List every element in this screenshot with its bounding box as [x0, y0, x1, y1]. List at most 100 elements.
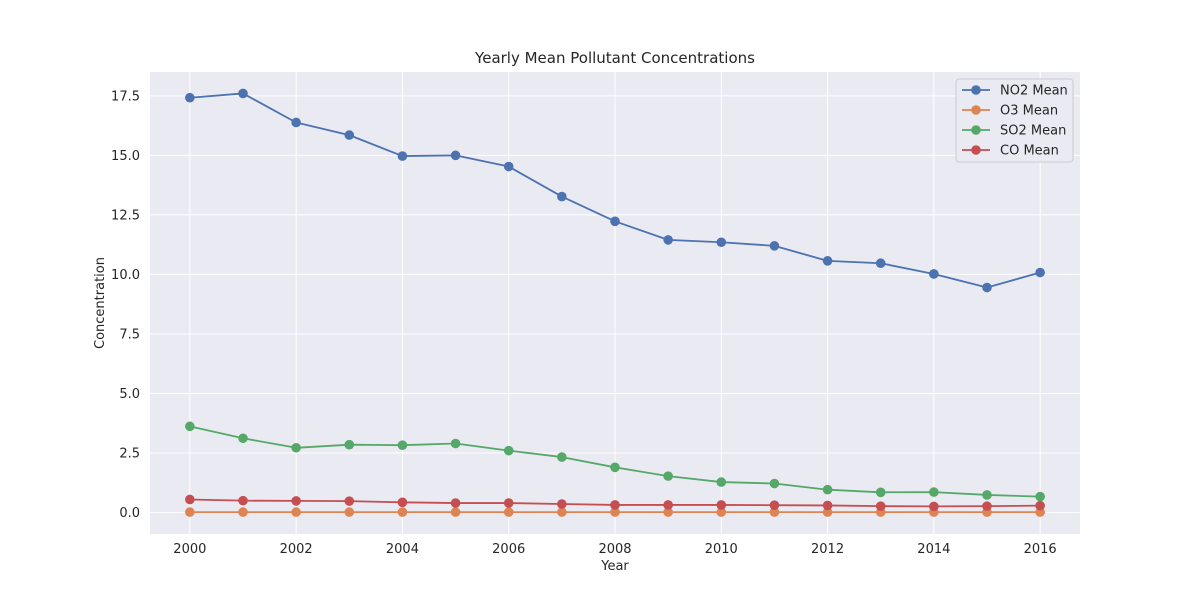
data-point-no2-mean — [557, 191, 567, 202]
data-point-co-mean — [557, 499, 567, 509]
x-tick-label: 2014 — [917, 542, 950, 557]
data-point-co-mean — [982, 501, 992, 511]
data-point-o3-mean — [185, 507, 195, 517]
data-point-co-mean — [875, 501, 886, 511]
data-point-co-mean — [450, 498, 461, 508]
data-point-so2-mean — [769, 478, 780, 489]
data-point-so2-mean — [397, 440, 408, 450]
data-point-so2-mean — [291, 442, 301, 453]
data-point-co-mean — [929, 501, 939, 512]
legend-item-co-mean: CO Mean — [962, 144, 1059, 159]
y-tick-label: 10.0 — [111, 268, 140, 283]
data-point-so2-mean — [610, 462, 620, 473]
data-point-co-mean — [397, 497, 408, 508]
data-point-so2-mean — [982, 490, 992, 500]
y-tick-label: 15.0 — [111, 149, 140, 164]
data-point-no2-mean — [716, 237, 727, 248]
data-point-co-mean — [1035, 500, 1045, 511]
y-tick-labels: 0.0 2.5 5.0 7.5 10.0 12.5 15.0 17.5 — [111, 89, 140, 521]
x-tick-label: 2002 — [280, 542, 313, 557]
data-point-o3-mean — [822, 507, 833, 517]
data-point-no2-mean — [769, 241, 780, 251]
data-point-so2-mean — [1035, 491, 1045, 502]
legend-box — [955, 78, 1074, 163]
data-point-no2-mean — [503, 161, 514, 172]
legend-swatch-marker — [971, 105, 981, 115]
legend-swatch-marker — [971, 85, 981, 95]
data-point-o3-mean — [769, 507, 780, 517]
data-point-o3-mean — [610, 507, 620, 517]
data-point-so2-mean — [557, 452, 567, 462]
data-point-no2-mean — [822, 256, 833, 266]
data-point-so2-mean — [929, 487, 939, 497]
legend-label: NO2 Mean — [1000, 84, 1068, 99]
data-point-no2-mean — [238, 88, 248, 99]
y-tick-label: 7.5 — [119, 327, 140, 342]
x-tick-label: 2012 — [811, 542, 844, 557]
y-tick-label: 2.5 — [119, 447, 140, 462]
x-tick-label: 2010 — [705, 542, 738, 557]
data-point-so2-mean — [185, 421, 195, 432]
data-point-o3-mean — [291, 507, 301, 517]
data-point-no2-mean — [291, 117, 301, 128]
legend-item-no2-mean: NO2 Mean — [962, 84, 1068, 99]
chart-title: Yearly Mean Pollutant Concentrations — [474, 49, 755, 67]
x-tick-label: 2006 — [492, 542, 525, 557]
data-point-no2-mean — [185, 92, 195, 103]
data-point-so2-mean — [875, 487, 886, 498]
data-point-co-mean — [663, 500, 673, 510]
data-point-so2-mean — [663, 471, 673, 481]
data-point-so2-mean — [344, 439, 355, 450]
data-point-o3-mean — [450, 507, 461, 517]
data-point-co-mean — [610, 500, 620, 510]
y-tick-label: 17.5 — [111, 89, 140, 104]
y-tick-label: 0.0 — [119, 506, 140, 521]
y-tick-label: 5.0 — [119, 387, 140, 402]
data-point-no2-mean — [1035, 267, 1045, 278]
x-tick-labels: 2000 2002 2004 2006 2008 2010 2012 2014 2016 — [173, 542, 1056, 557]
legend-label: O3 Mean — [1000, 104, 1058, 119]
legend-item-so2-mean: SO2 Mean — [962, 124, 1066, 139]
data-point-so2-mean — [503, 445, 514, 456]
legend-item-o3-mean: O3 Mean — [962, 104, 1058, 119]
data-point-o3-mean — [663, 507, 673, 517]
data-point-no2-mean — [982, 282, 992, 293]
data-point-o3-mean — [557, 507, 567, 517]
legend-swatch-marker — [971, 125, 981, 135]
data-point-o3-mean — [716, 507, 727, 517]
data-point-co-mean — [344, 496, 355, 506]
x-axis-label: Year — [600, 559, 629, 574]
data-point-so2-mean — [716, 477, 727, 487]
data-point-co-mean — [185, 494, 195, 505]
x-tick-label: 2000 — [173, 542, 206, 557]
y-tick-label: 12.5 — [111, 208, 140, 223]
data-point-co-mean — [503, 498, 514, 508]
data-point-o3-mean — [344, 507, 355, 517]
x-tick-label: 2004 — [386, 542, 419, 557]
data-point-so2-mean — [450, 438, 461, 449]
data-point-co-mean — [238, 495, 248, 506]
data-point-co-mean — [716, 500, 727, 510]
data-point-no2-mean — [397, 151, 408, 161]
data-point-co-mean — [769, 500, 780, 510]
legend-label: SO2 Mean — [1000, 124, 1066, 139]
data-point-co-mean — [822, 500, 833, 511]
data-point-o3-mean — [397, 507, 408, 517]
data-point-no2-mean — [875, 258, 886, 269]
x-tick-label: 2016 — [1024, 542, 1057, 557]
x-tick-label: 2008 — [598, 542, 631, 557]
data-point-no2-mean — [450, 150, 461, 161]
data-point-co-mean — [291, 496, 301, 506]
data-point-no2-mean — [663, 235, 673, 245]
data-point-so2-mean — [238, 433, 248, 444]
legend-label: CO Mean — [1000, 144, 1059, 159]
data-point-o3-mean — [238, 507, 248, 517]
data-point-no2-mean — [929, 269, 939, 279]
data-point-no2-mean — [344, 130, 355, 140]
legend-swatch-marker — [971, 145, 981, 155]
legend: NO2 Mean O3 Mean SO2 Mean CO Mean — [955, 78, 1074, 163]
data-point-no2-mean — [610, 216, 620, 227]
y-axis-label: Concentration — [93, 257, 108, 349]
series-points — [185, 88, 1045, 517]
